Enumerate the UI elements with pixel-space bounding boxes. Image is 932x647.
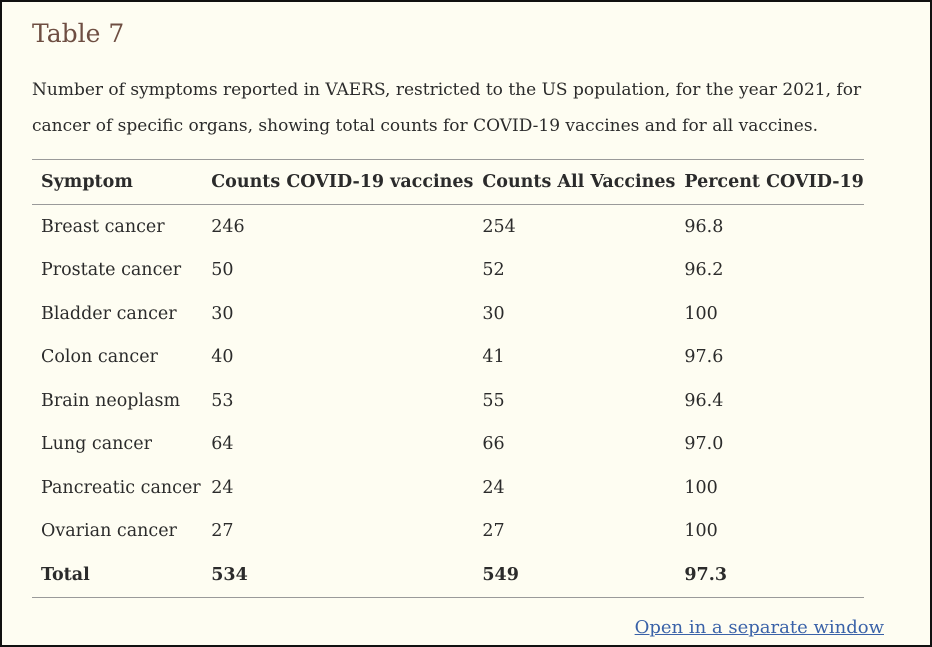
covid-count-cell: 50 bbox=[211, 260, 234, 281]
table-row: Lung cancer 64 66 97.0 bbox=[32, 423, 864, 467]
symptom-cell: Brain neoplasm bbox=[41, 390, 181, 411]
symptom-cell: Bladder cancer bbox=[41, 303, 177, 324]
covid-count-cell: 64 bbox=[211, 434, 234, 455]
all-count-cell: 27 bbox=[482, 521, 505, 542]
all-count-cell: 66 bbox=[482, 434, 505, 455]
table-row: Prostate cancer 50 52 96.2 bbox=[32, 249, 864, 293]
open-separate-window-link[interactable]: Open in a separate window bbox=[634, 617, 884, 638]
symptom-cell: Pancreatic cancer bbox=[41, 477, 201, 498]
percent-cell: 96.4 bbox=[684, 390, 724, 411]
table-row: Bladder cancer 30 30 100 bbox=[32, 292, 864, 336]
table-row: Ovarian cancer 27 27 100 bbox=[32, 510, 864, 554]
header-counts-all: Counts All Vaccines bbox=[473, 159, 676, 205]
covid-count-cell: 24 bbox=[211, 477, 234, 498]
total-label: Total bbox=[32, 553, 203, 598]
covid-count-cell: 40 bbox=[211, 347, 234, 368]
all-count-cell: 55 bbox=[482, 390, 505, 411]
symptom-cell: Breast cancer bbox=[41, 216, 165, 237]
all-count-cell: 254 bbox=[482, 216, 516, 237]
percent-cell: 96.8 bbox=[684, 216, 724, 237]
symptom-cell: Lung cancer bbox=[41, 434, 152, 455]
covid-count-cell: 246 bbox=[211, 216, 245, 237]
total-all-count: 549 bbox=[473, 553, 676, 598]
header-percent-covid: Percent COVID-19 bbox=[675, 159, 864, 205]
symptom-cell: Ovarian cancer bbox=[41, 521, 177, 542]
total-row: Total 534 549 97.3 bbox=[32, 553, 864, 598]
table-row: Colon cancer 40 41 97.6 bbox=[32, 336, 864, 380]
percent-cell: 100 bbox=[684, 303, 718, 324]
total-percent: 97.3 bbox=[675, 553, 864, 598]
table-row: Pancreatic cancer 24 24 100 bbox=[32, 466, 864, 510]
percent-cell: 100 bbox=[684, 521, 718, 542]
table-row: Breast cancer 246 254 96.8 bbox=[32, 205, 864, 249]
all-count-cell: 24 bbox=[482, 477, 505, 498]
covid-count-cell: 30 bbox=[211, 303, 234, 324]
percent-cell: 97.0 bbox=[684, 434, 724, 455]
symptom-cell: Colon cancer bbox=[41, 347, 158, 368]
header-row: Symptom Counts COVID-19 vaccines Counts … bbox=[32, 159, 864, 205]
table-caption: Number of symptoms reported in VAERS, re… bbox=[32, 80, 862, 136]
header-symptom: Symptom bbox=[32, 159, 203, 205]
percent-cell: 96.2 bbox=[684, 260, 724, 281]
all-count-cell: 41 bbox=[482, 347, 505, 368]
all-count-cell: 52 bbox=[482, 260, 505, 281]
symptom-cell: Prostate cancer bbox=[41, 260, 182, 281]
header-counts-covid: Counts COVID-19 vaccines bbox=[202, 159, 474, 205]
table-row: Brain neoplasm 53 55 96.4 bbox=[32, 379, 864, 423]
covid-count-cell: 53 bbox=[211, 390, 234, 411]
percent-cell: 97.6 bbox=[684, 347, 724, 368]
table-title: Table 7 bbox=[32, 19, 125, 48]
covid-count-cell: 27 bbox=[211, 521, 234, 542]
all-count-cell: 30 bbox=[482, 303, 505, 324]
percent-cell: 100 bbox=[684, 477, 718, 498]
total-covid-count: 534 bbox=[202, 553, 474, 598]
symptoms-table: Symptom Counts COVID-19 vaccines Counts … bbox=[32, 159, 864, 598]
